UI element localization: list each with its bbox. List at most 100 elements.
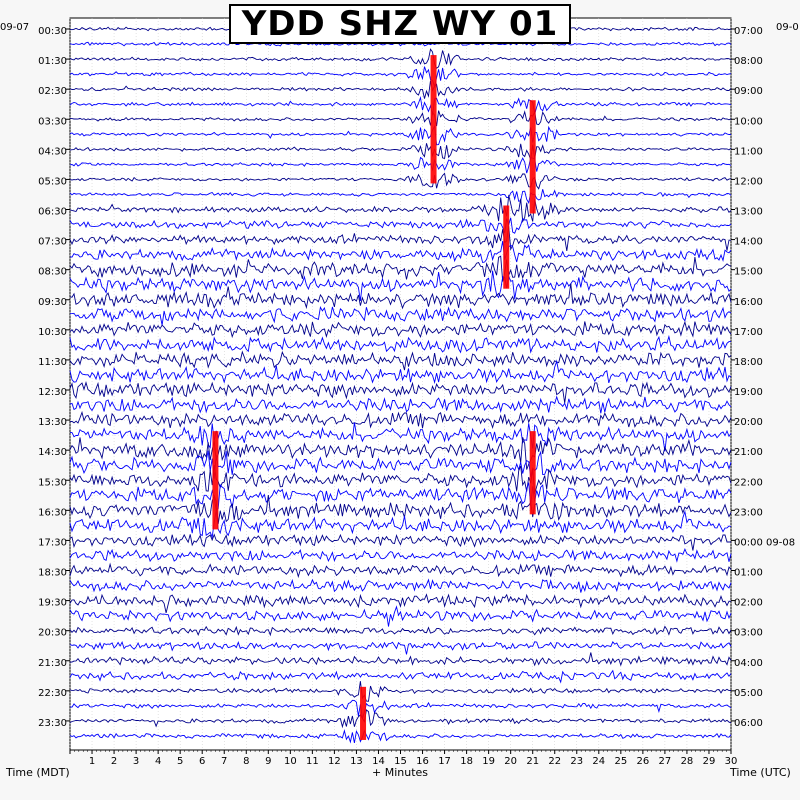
trace-line xyxy=(69,593,732,614)
clip-marker xyxy=(430,55,437,184)
clip-marker xyxy=(529,431,536,515)
left-time-label: 14:30 xyxy=(38,447,67,458)
left-time-label: 11:30 xyxy=(38,357,67,368)
trace-line xyxy=(69,156,732,174)
trace-line xyxy=(69,143,732,160)
left-time-label: 20:30 xyxy=(38,628,67,639)
right-time-label: 23:00 xyxy=(734,507,763,518)
trace-line xyxy=(69,80,732,99)
left-time-label: 18:30 xyxy=(38,568,67,579)
x-tick-label: 18 xyxy=(460,756,473,767)
clip-marker xyxy=(529,100,536,214)
left-time-label: 21:30 xyxy=(38,658,67,669)
clip-marker xyxy=(360,686,367,740)
x-axis-title: + Minutes xyxy=(372,766,428,779)
trace-line xyxy=(69,240,732,264)
x-tick-label: 24 xyxy=(592,756,605,767)
x-tick-label: 26 xyxy=(636,756,649,767)
right-time-label: 16:00 xyxy=(734,297,763,308)
x-tick-label: 15 xyxy=(394,756,407,767)
x-tick-label: 17 xyxy=(438,756,451,767)
x-tick-label: 4 xyxy=(155,756,161,767)
x-axis-ticks: 1 2 3 4 5 6 7 8 9 10 11 12 13 14 15 16 17 18 19 20 21 22 23 24 2… xyxy=(69,750,738,767)
x-tick-label: 19 xyxy=(482,756,495,767)
right-time-label: 21:00 xyxy=(734,447,763,458)
left-time-label: 09:30 xyxy=(38,297,67,308)
left-time-label: 06:30 xyxy=(38,207,67,218)
chart-title: YDD SHZ WY 01 xyxy=(241,4,559,44)
right-time-label: 17:00 xyxy=(734,327,763,338)
trace-line xyxy=(69,450,732,479)
right-time-label: 01:00 xyxy=(734,568,763,579)
x-tick-label: 16 xyxy=(416,756,429,767)
trace-line xyxy=(69,548,732,563)
x-tick-label: 25 xyxy=(614,756,627,767)
trace-line xyxy=(69,562,732,579)
right-time-label: 05:00 xyxy=(734,688,763,699)
right-date-label: 09-0 xyxy=(776,22,799,33)
trace-line xyxy=(69,533,732,551)
left-time-label: 17:30 xyxy=(38,537,67,548)
x-tick-label: 12 xyxy=(328,756,341,767)
right-time-label: 12:00 xyxy=(734,176,763,187)
x-tick-label: 6 xyxy=(199,756,205,767)
trace-line xyxy=(69,41,732,47)
trace-line xyxy=(69,320,732,339)
left-time-label: 22:30 xyxy=(38,688,67,699)
x-tick-label: 7 xyxy=(221,756,227,767)
clip-marker xyxy=(212,431,219,530)
x-tick-label: 5 xyxy=(177,756,183,767)
x-tick-label: 13 xyxy=(350,756,363,767)
trace-line xyxy=(69,578,732,593)
x-tick-label: 30 xyxy=(725,756,738,767)
trace-line xyxy=(69,350,732,371)
right-time-label: 03:00 xyxy=(734,628,763,639)
right-time-label: 10:00 xyxy=(734,116,763,127)
trace-line xyxy=(69,48,732,69)
trace-line xyxy=(69,305,732,326)
x-tick-label: 11 xyxy=(306,756,319,767)
trace-line xyxy=(69,681,732,702)
left-time-label: 03:30 xyxy=(38,116,67,127)
right-time-label: 08:00 xyxy=(734,56,763,67)
x-tick-label: 21 xyxy=(526,756,539,767)
trace-line xyxy=(69,283,732,310)
x-tick-label: 23 xyxy=(570,756,583,767)
trace-line xyxy=(69,124,731,146)
x-tick-label: 3 xyxy=(133,756,139,767)
right-time-label: 20:00 xyxy=(734,417,763,428)
left-time-label: 08:30 xyxy=(38,267,67,278)
trace-line xyxy=(69,95,732,116)
trace-line xyxy=(69,195,732,223)
trace-line xyxy=(69,380,732,404)
trace-line xyxy=(69,217,732,234)
grid-lines xyxy=(69,18,732,750)
left-date-label: 09-07 xyxy=(0,22,29,33)
x-tick-label: 14 xyxy=(372,756,385,767)
trace-line xyxy=(69,255,732,282)
right-axis-title: Time (UTC) xyxy=(729,766,791,779)
trace-line xyxy=(69,509,732,539)
right-time-label: 13:00 xyxy=(734,207,763,218)
trace-line xyxy=(69,189,732,204)
right-time-labels: 07:00 08:00 09:00 10:00 11:00 12:00 13:00 14:00… xyxy=(731,26,795,729)
right-time-label: 14:00 xyxy=(734,237,763,248)
x-tick-label: 29 xyxy=(703,756,716,767)
right-time-label: 09:00 xyxy=(734,86,763,97)
right-time-label: 06:00 xyxy=(734,718,763,729)
right-time-label: 22:00 xyxy=(734,477,763,488)
x-tick-label: 8 xyxy=(243,756,249,767)
left-time-label: 01:30 xyxy=(38,56,67,67)
left-time-label: 04:30 xyxy=(38,146,67,157)
trace-line xyxy=(69,465,732,494)
left-time-label: 19:30 xyxy=(38,598,67,609)
left-time-label: 15:30 xyxy=(38,477,67,488)
x-tick-label: 20 xyxy=(504,756,517,767)
left-time-label: 12:30 xyxy=(38,387,67,398)
trace-line xyxy=(69,437,732,470)
left-time-labels: 00:30 01:30 02:30 03:30 04:30 05:30 06:30 07:30… xyxy=(38,26,70,729)
trace-line xyxy=(69,66,732,89)
trace-line xyxy=(69,699,732,719)
left-time-label: 05:30 xyxy=(38,176,67,187)
